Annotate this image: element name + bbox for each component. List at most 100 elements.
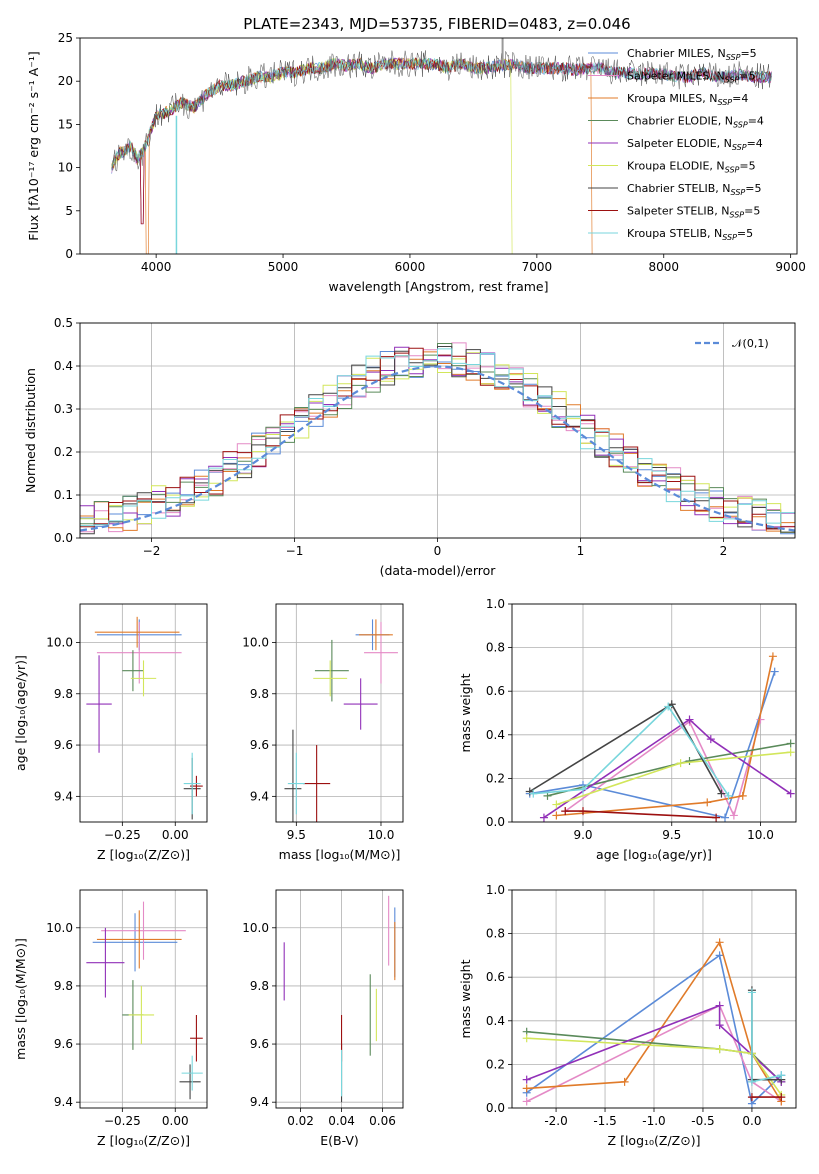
mass-weight-marker <box>579 807 587 816</box>
spectrum-axes: 4000 5000 6000 7000 8000 9000 0 5 10 15 20 25 wavele… <box>26 31 806 294</box>
y-tick-label: 0.6 <box>486 970 505 984</box>
axes-frame <box>79 322 796 539</box>
legend-value: =5 <box>739 70 755 83</box>
axes-frame <box>275 889 404 1109</box>
mass-weight-marker <box>747 988 756 997</box>
y-tick-label: 9.6 <box>54 1037 73 1051</box>
x-tick-label: 10.0 <box>368 828 395 842</box>
mass-weight-marker <box>685 715 694 724</box>
y-axis-label: Normed distribution <box>23 368 38 493</box>
y-tick-label: 15 <box>58 117 73 131</box>
normal-curve <box>80 365 795 532</box>
legend-value: =4 <box>732 92 748 105</box>
legend-subscript: SSP <box>729 211 744 220</box>
legend-label: Salpeter MILES, NSSP=5 <box>627 70 756 85</box>
age_vs_Z-axes: −0.25 0.00 9.4 9.6 9.8 10.0 Z [log₁₀(Z/Z⊙)] age… <box>13 604 207 862</box>
x-tick-label: 9000 <box>775 260 806 274</box>
y-tick-label: 9.6 <box>250 1037 269 1051</box>
mass-weight-marker <box>715 1045 724 1054</box>
mass-weight-marker <box>747 1077 756 1086</box>
mass-weight-marker <box>715 938 724 947</box>
spectrum-lines <box>111 38 772 254</box>
legend-label: Chabrier ELODIE, NSSP=4 <box>627 115 764 130</box>
y-tick-label: 10 <box>58 161 73 175</box>
x-tick-label: 0.02 <box>287 1114 314 1128</box>
legend-subscript: SSP <box>725 166 740 175</box>
legend-series-name: Salpeter ELODIE, N <box>627 137 732 150</box>
mass-weight-line-kroupa-stelib <box>533 705 730 797</box>
y-tick-label: 9.4 <box>54 1095 73 1109</box>
legend-value: =5 <box>737 227 753 240</box>
residual_hist-axes: −2 −1 0 1 2 0.0 0.1 0.2 0.3 0.4 0.5 (data-model)/er… <box>23 316 795 578</box>
y-tick-label: 0.4 <box>486 1014 505 1028</box>
y-tick-label: 10.0 <box>46 921 73 935</box>
mass-weight-marker <box>552 811 561 820</box>
y-tick-label: 9.4 <box>250 789 269 803</box>
x-axis-label: E(B-V) <box>320 1133 359 1148</box>
legend-subscript: SSP <box>733 121 748 130</box>
mass-weight-line-kroupa-miles <box>556 656 774 817</box>
legend-label: Chabrier MILES, NSSP=5 <box>627 47 757 62</box>
mass-weight-marker <box>715 1001 724 1010</box>
y-tick-label: 10.0 <box>242 635 269 649</box>
legend-series-name: Salpeter STELIB, N <box>627 205 729 218</box>
mass-weight-marker <box>676 759 685 768</box>
y-axis-label: mass [log₁₀(M/M⊙)] <box>13 938 28 1060</box>
y-tick-label: 9.6 <box>250 738 269 752</box>
figure-title: PLATE=2343, MJD=53735, FIBERID=0483, z=0… <box>243 15 630 33</box>
y-tick-label: 0.8 <box>486 927 505 941</box>
mass-weight-marker <box>729 811 738 820</box>
legend-series-name: Salpeter MILES, N <box>627 70 725 83</box>
mass-weight-marker <box>724 791 733 800</box>
x-tick-label: 10.0 <box>747 828 774 842</box>
x-tick-label: −0.25 <box>104 1114 141 1128</box>
y-tick-label: 0.0 <box>54 531 73 545</box>
massweight_vs_Z-axes: -2.0 -1.5 -1.0 -0.5 0.0 0.0 0.2 0.4 0.6 0.8 1.0 Z [… <box>458 883 796 1148</box>
x-tick-label: 9.0 <box>573 828 592 842</box>
legend-value: =5 <box>744 205 760 218</box>
x-axis-label: Z [log₁₀(Z/Z⊙)] <box>97 1133 190 1148</box>
x-tick-label: 7000 <box>522 260 553 274</box>
mass-weight-marker <box>539 813 548 822</box>
mass-weight-marker <box>522 1097 531 1106</box>
x-tick-label: 0.00 <box>162 828 189 842</box>
legend-series-name: Chabrier STELIB, N <box>627 182 731 195</box>
y-tick-label: 0.4 <box>486 728 505 742</box>
mass-weight-line-chabrier-miles <box>526 954 782 1106</box>
y-tick-label: 0 <box>65 247 73 261</box>
x-tick-label: 0 <box>434 544 442 558</box>
y-tick-label: 9.8 <box>54 687 73 701</box>
x-tick-label: 2 <box>720 544 728 558</box>
mass-weight-marker <box>777 1071 786 1080</box>
x-axis-label: Z [log₁₀(Z/Z⊙)] <box>608 1133 701 1148</box>
x-tick-label: 9.5 <box>662 828 681 842</box>
mass-weight-line-kroupa-elodie <box>526 1037 782 1096</box>
y-tick-label: 9.4 <box>250 1095 269 1109</box>
legend-subscript: SSP <box>722 233 737 242</box>
legend-series-name: Kroupa MILES, N <box>627 92 717 105</box>
mass_vs_ebv-axes: 0.02 0.04 0.06 9.4 9.6 9.8 10.0 E(B-V) <box>242 890 403 1148</box>
axes-frame <box>79 889 208 1109</box>
mass-weight-marker <box>703 798 712 807</box>
x-tick-label: 0.0 <box>742 1114 761 1128</box>
legend-series-name: Kroupa STELIB, N <box>627 227 722 240</box>
y-tick-label: 0.2 <box>486 1057 505 1071</box>
axes-frame <box>275 603 404 823</box>
x-axis-label: mass [log₁₀(M/M⊙)] <box>279 847 401 862</box>
mass-weight-marker <box>747 1093 756 1102</box>
axes-frame <box>79 603 208 823</box>
mass-weight-marker <box>552 800 561 809</box>
massweight_vs_age-lines <box>525 652 795 822</box>
mass-weight-marker <box>685 756 694 765</box>
mass-weight-marker <box>529 789 538 798</box>
mass-weight-marker <box>717 789 726 798</box>
mass-weight-marker <box>738 791 747 800</box>
x-tick-label: 5000 <box>268 260 299 274</box>
y-tick-label: 0.2 <box>486 771 505 785</box>
y-tick-label: 5 <box>65 204 73 218</box>
x-tick-label: -0.5 <box>691 1114 714 1128</box>
mass-weight-marker <box>715 1021 724 1030</box>
x-tick-label: 8000 <box>648 260 679 274</box>
y-tick-label: 9.4 <box>54 789 73 803</box>
x-tick-label: 0.00 <box>162 1114 189 1128</box>
